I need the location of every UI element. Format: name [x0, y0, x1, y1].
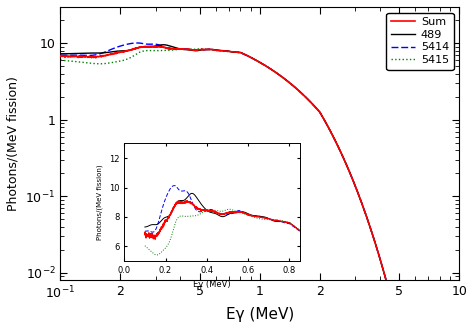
5415	[199, 47, 204, 51]
5415	[203, 47, 209, 51]
Line: 5415: 5415	[61, 49, 459, 296]
5415	[237, 50, 243, 54]
5415	[256, 60, 262, 64]
Y-axis label: Photons/(MeV fission): Photons/(MeV fission)	[7, 76, 20, 211]
Line: 489: 489	[61, 45, 459, 296]
5414	[134, 41, 140, 45]
5415	[58, 58, 64, 62]
Line: 5414: 5414	[61, 43, 459, 296]
5415	[456, 294, 462, 298]
489	[456, 294, 462, 298]
5415	[135, 51, 141, 55]
Sum	[228, 50, 233, 54]
489	[135, 46, 141, 50]
489	[387, 294, 393, 298]
5414	[146, 42, 151, 46]
5415	[228, 50, 233, 54]
Sum	[58, 54, 64, 58]
489	[203, 48, 209, 52]
489	[58, 52, 64, 56]
5414	[256, 60, 262, 64]
Sum	[237, 51, 243, 55]
5414	[203, 47, 209, 51]
Sum	[387, 294, 393, 298]
5415	[387, 294, 393, 298]
489	[256, 60, 262, 64]
5414	[58, 53, 64, 57]
Line: Sum: Sum	[61, 46, 459, 296]
X-axis label: Eγ (MeV): Eγ (MeV)	[226, 307, 294, 322]
489	[237, 50, 243, 54]
5414	[228, 50, 233, 54]
5414	[237, 51, 243, 55]
5415	[146, 49, 151, 53]
489	[228, 50, 233, 54]
489	[146, 44, 151, 48]
Sum	[146, 45, 151, 49]
Sum	[456, 294, 462, 298]
Sum	[135, 46, 141, 50]
5414	[135, 41, 141, 45]
Sum	[203, 47, 209, 51]
Sum	[154, 44, 160, 48]
489	[161, 43, 166, 47]
5414	[387, 294, 393, 298]
Sum	[256, 60, 262, 64]
5414	[456, 294, 462, 298]
Legend: Sum, 489, 5414, 5415: Sum, 489, 5414, 5415	[386, 13, 454, 70]
